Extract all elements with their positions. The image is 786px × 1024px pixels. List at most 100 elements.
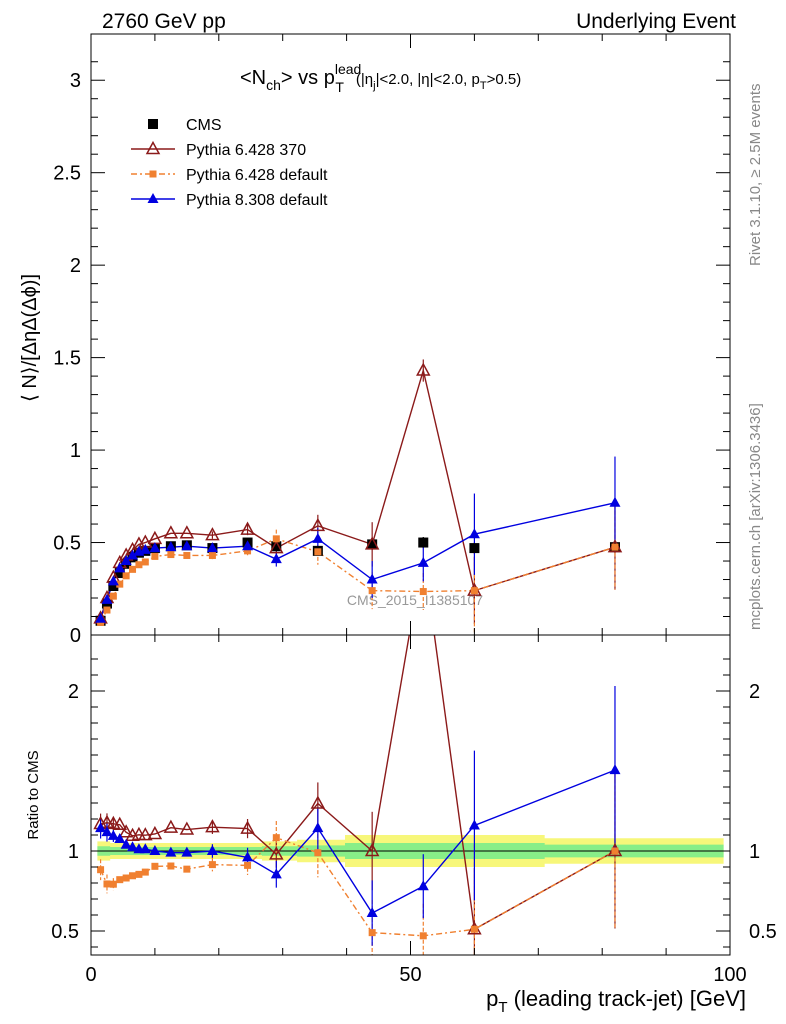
main-point-series-0 bbox=[367, 539, 378, 550]
legend-label-series-2: Pythia 6.428 default bbox=[186, 167, 328, 184]
main-point-series-0 bbox=[114, 568, 125, 579]
main-point-series-2 bbox=[103, 606, 111, 614]
main-point-series-0 bbox=[418, 537, 429, 548]
legend-label-series-1: Pythia 6.428 370 bbox=[186, 142, 306, 159]
main-point-series-3 bbox=[312, 532, 324, 543]
y-tick-label-main: 3 bbox=[70, 70, 81, 92]
main-point-series-3 bbox=[139, 543, 151, 554]
legend: CMS Pythia 6.428 370 Pythia 6.428 default P… bbox=[131, 117, 328, 209]
ratio-point-series-2 bbox=[97, 866, 105, 874]
y-tick-label-main: 1.5 bbox=[53, 348, 81, 370]
ratio-point-series-1 bbox=[112, 816, 128, 830]
legend-label-series-0: CMS bbox=[186, 117, 222, 134]
y-tick-label-main: 0 bbox=[70, 625, 81, 647]
main-point-series-1 bbox=[205, 527, 220, 541]
x-tick-label: 100 bbox=[713, 964, 746, 986]
main-point-series-2 bbox=[208, 551, 216, 559]
ratio-point-series-3 bbox=[468, 819, 480, 830]
main-point-series-3 bbox=[181, 540, 193, 551]
main-point-series-2 bbox=[167, 551, 175, 559]
error-bars bbox=[99, 359, 616, 955]
main-point-series-3 bbox=[107, 575, 119, 586]
main-point-series-2 bbox=[419, 588, 427, 596]
y-tick-label-main: 1 bbox=[70, 440, 81, 462]
main-point-series-1 bbox=[416, 362, 431, 376]
y-axis-label-ratio: Ratio to CMS bbox=[25, 750, 42, 839]
header-right: Underlying Event bbox=[576, 10, 736, 33]
ratio-plot-frame bbox=[90, 634, 731, 956]
ratio-point-series-2 bbox=[470, 925, 478, 933]
y-tick-label-main: 2.5 bbox=[53, 163, 81, 185]
y-tick-label-ratio: 2 bbox=[68, 681, 79, 703]
main-point-series-0 bbox=[469, 543, 480, 554]
main-point-series-1 bbox=[179, 525, 195, 539]
main-point-series-3 bbox=[120, 555, 132, 566]
y-axis-label-main: ⟨ N⟩/[ΔηΔ(Δϕ)] bbox=[19, 274, 41, 402]
ratio-point-series-2 bbox=[611, 847, 619, 855]
ratio-point-series-3 bbox=[366, 907, 378, 918]
ratio-point-series-3 bbox=[242, 851, 254, 862]
main-point-series-3 bbox=[468, 528, 480, 539]
ratio-point-series-2 bbox=[368, 929, 376, 937]
ratio-point-series-2 bbox=[135, 870, 143, 878]
analysis-watermark: CMS_2015_I1385107 bbox=[347, 592, 483, 608]
ratio-point-series-2 bbox=[109, 880, 117, 888]
mcplots-label: mcplots.cern.ch [arXiv:1306.3436] bbox=[747, 403, 764, 630]
main-point-series-3 bbox=[206, 542, 218, 553]
legend-label-series-3: Pythia 8.308 default bbox=[186, 192, 328, 209]
ratio-point-series-2 bbox=[183, 865, 191, 873]
y-tick-label-ratio-right: 2 bbox=[749, 681, 760, 703]
ratio-point-series-2 bbox=[122, 874, 130, 882]
x-axis-label: pT (leading track-jet) [GeV] bbox=[486, 986, 746, 1016]
ratio-point-series-1 bbox=[118, 824, 134, 838]
ratio-point-series-1 bbox=[205, 819, 220, 833]
main-point-series-3 bbox=[95, 612, 107, 623]
main-point-series-3 bbox=[242, 540, 254, 551]
main-point-series-2 bbox=[109, 592, 117, 600]
ratio-point-series-3 bbox=[181, 846, 193, 857]
main-line-series-1 bbox=[99, 367, 616, 619]
main-point-series-1 bbox=[240, 521, 255, 535]
main-point-series-3 bbox=[101, 593, 113, 604]
chart-title: <Nch> vs plead T (|ηj|<2.0, |η|<2.0, pT>0.… bbox=[240, 61, 521, 95]
ratio-point-series-1 bbox=[138, 827, 153, 841]
main-point-series-3 bbox=[609, 496, 621, 507]
y-tick-label-ratio: 1 bbox=[68, 841, 79, 863]
ratio-point-series-2 bbox=[167, 862, 175, 870]
main-point-series-0 bbox=[108, 580, 119, 591]
header-left: 2760 GeV pp bbox=[102, 10, 226, 33]
ratio-point-series-1 bbox=[310, 795, 326, 809]
ratio-point-series-2 bbox=[244, 861, 252, 869]
main-point-series-2 bbox=[151, 552, 159, 560]
ratio-point-series-2 bbox=[129, 872, 137, 880]
ratio-point-series-2 bbox=[116, 876, 124, 884]
x-tick-label: 0 bbox=[85, 964, 96, 986]
ratio-point-series-3 bbox=[270, 868, 282, 879]
ratio-point-series-2 bbox=[419, 932, 427, 940]
main-point-series-2 bbox=[141, 558, 149, 566]
main-point-series-1 bbox=[269, 540, 284, 554]
main-point-series-3 bbox=[149, 542, 161, 553]
main-point-series-3 bbox=[270, 553, 282, 564]
main-point-series-2 bbox=[244, 547, 252, 555]
ratio-point-series-3 bbox=[127, 841, 139, 852]
main-point-series-2 bbox=[129, 565, 137, 573]
ratio-point-series-2 bbox=[151, 862, 159, 870]
ratio-point-series-1 bbox=[240, 820, 255, 834]
main-point-series-2 bbox=[611, 543, 619, 551]
axis-ticks: 0 50 100 0 0.5 1 1.5 2 2.5 3 0.5 0.5 1 1 2 2 bbox=[51, 34, 777, 986]
ratio-point-series-2 bbox=[272, 834, 280, 842]
ratio-point-series-3 bbox=[609, 764, 621, 775]
ratio-point-series-3 bbox=[139, 843, 151, 854]
ratio-point-series-2 bbox=[208, 861, 216, 869]
legend-marker-series-0 bbox=[148, 119, 158, 129]
ratio-point-series-2 bbox=[141, 868, 149, 876]
ratio-point-series-3 bbox=[114, 833, 126, 844]
ratio-point-series-1 bbox=[163, 819, 179, 833]
y-tick-label-ratio: 0.5 bbox=[51, 921, 79, 943]
ratio-point-series-3 bbox=[107, 829, 119, 840]
ratio-point-series-1 bbox=[269, 846, 284, 860]
ratio-point-series-3 bbox=[165, 846, 177, 857]
main-point-series-2 bbox=[135, 561, 143, 569]
